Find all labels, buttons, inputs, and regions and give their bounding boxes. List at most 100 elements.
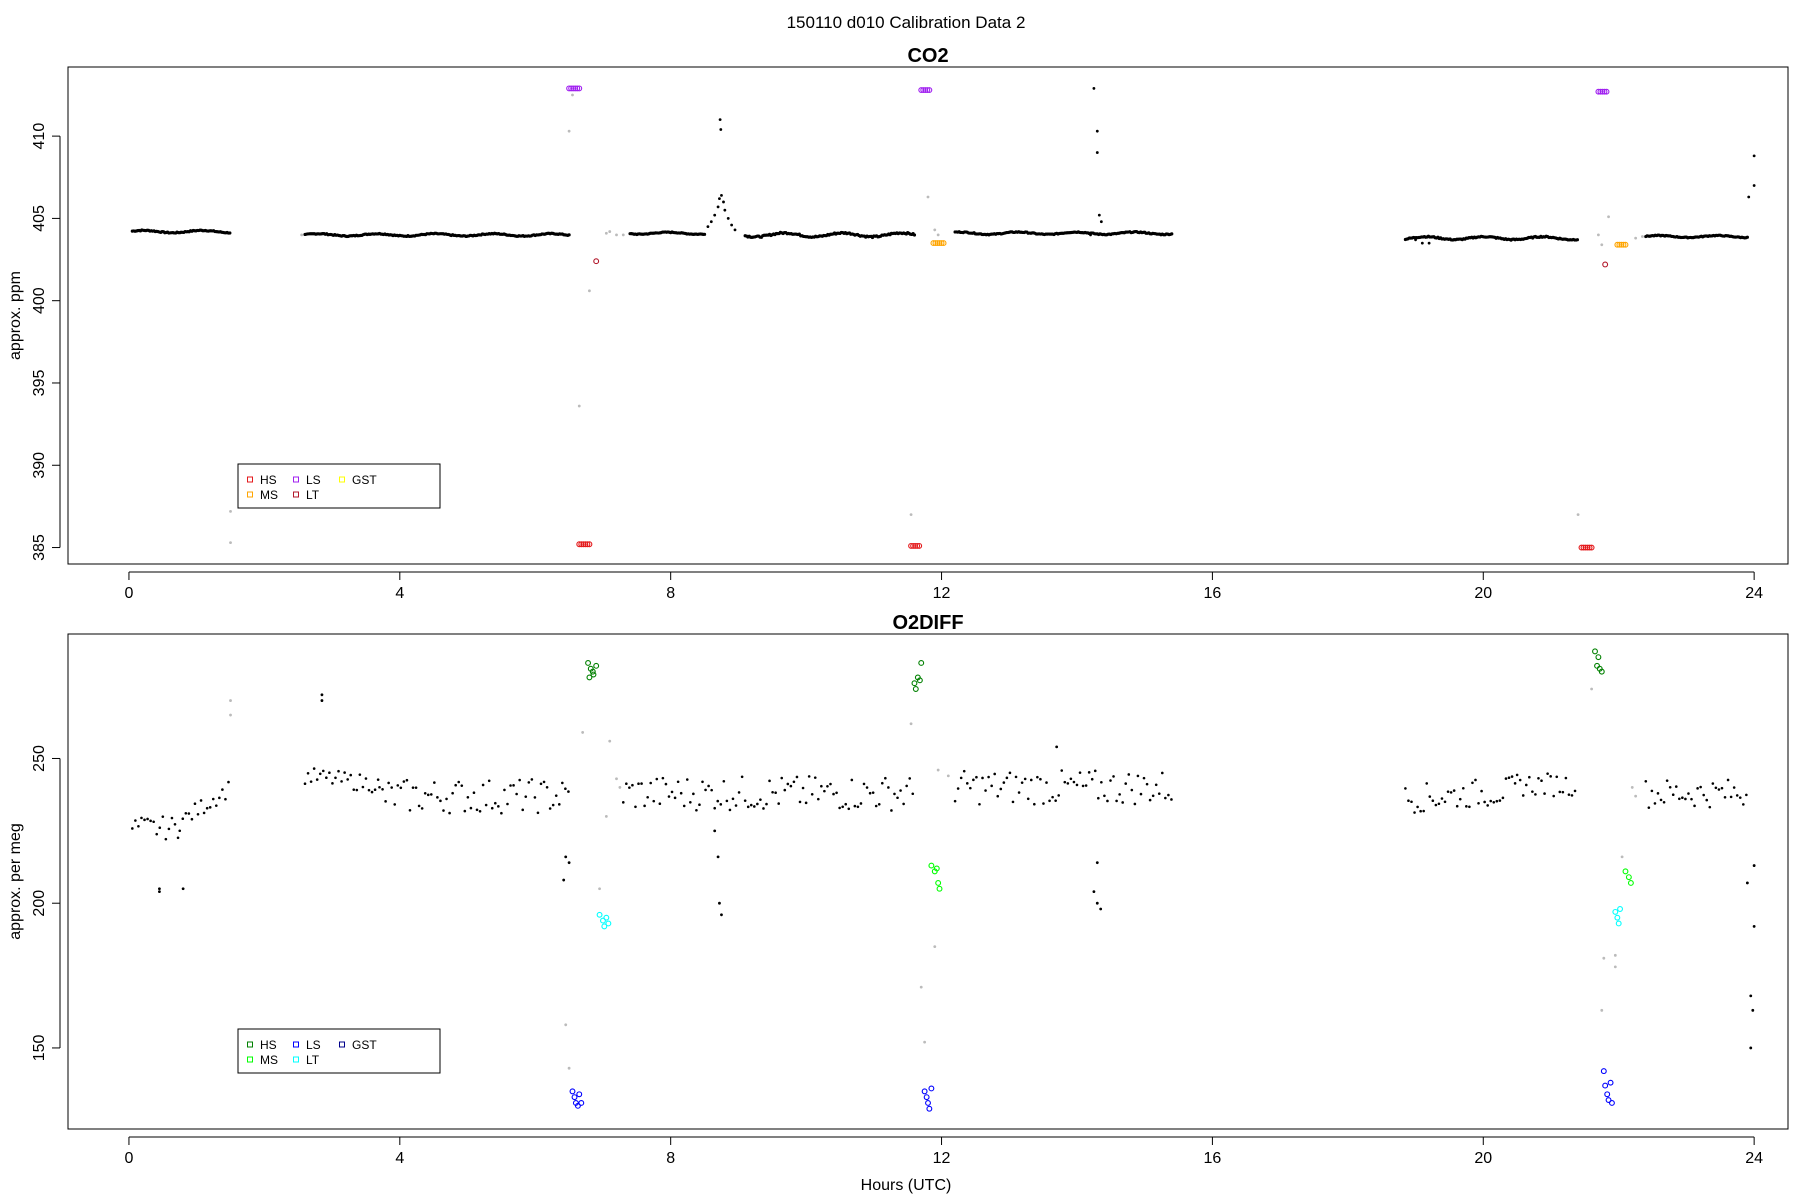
o2diff-data-point xyxy=(978,802,981,806)
o2diff-data-point xyxy=(567,1066,571,1070)
o2diff-legend-label: LT xyxy=(306,1053,320,1067)
co2-data-point xyxy=(930,240,937,247)
o2diff-data-point xyxy=(509,784,512,787)
co2-data-point xyxy=(1597,88,1604,95)
co2-x-tick-label: 8 xyxy=(666,585,675,602)
co2-data-point xyxy=(706,225,710,229)
o2diff-data-point xyxy=(396,784,400,787)
o2diff-data-point xyxy=(1020,781,1024,784)
o2diff-data-point xyxy=(1598,668,1605,675)
o2diff-data-point xyxy=(661,776,665,780)
o2diff-data-point xyxy=(512,784,515,787)
o2diff-data-point xyxy=(1524,783,1528,787)
o2diff-data-point xyxy=(670,790,674,794)
o2diff-x-tick-label: 4 xyxy=(395,1150,404,1167)
co2-data-point xyxy=(723,208,727,212)
o2diff-data-point xyxy=(993,772,997,776)
co2-x-tick-label: 24 xyxy=(1745,585,1763,602)
o2diff-data-point xyxy=(370,790,374,794)
o2diff-data-point xyxy=(161,815,165,818)
o2diff-data-point xyxy=(1139,792,1143,796)
o2diff-series-ms xyxy=(928,862,1634,892)
co2-data-point xyxy=(720,193,723,197)
o2diff-data-point xyxy=(743,799,747,802)
co2-data-point xyxy=(567,233,571,237)
o2diff-data-point xyxy=(780,776,784,780)
co2-data-point xyxy=(910,542,917,549)
o2diff-data-point xyxy=(190,817,194,821)
co2-y-tick-label: 405 xyxy=(31,205,48,232)
o2diff-data-point xyxy=(384,800,387,803)
co2-data-point xyxy=(1607,215,1610,219)
co2-data-point xyxy=(909,513,913,517)
o2diff-data-point xyxy=(1558,790,1562,794)
co2-data-point xyxy=(228,231,232,235)
o2diff-data-point xyxy=(625,782,628,786)
o2diff-data-point xyxy=(628,786,631,789)
o2diff-data-point xyxy=(844,802,848,806)
co2-y-tick-label: 390 xyxy=(31,452,48,479)
o2diff-data-point xyxy=(884,776,887,780)
o2diff-data-point xyxy=(315,778,319,781)
o2diff-data-point xyxy=(990,784,993,788)
co2-data-point xyxy=(932,240,939,247)
o2diff-data-point xyxy=(637,782,640,786)
co2-data-point xyxy=(713,213,717,217)
o2diff-data-point xyxy=(1075,783,1079,787)
o2diff-data-point xyxy=(155,832,159,836)
co2-data-point xyxy=(1578,544,1585,551)
o2diff-y-axis: 150 200 250 xyxy=(31,745,61,1061)
o2diff-data-point xyxy=(1118,793,1121,796)
o2diff-data-point xyxy=(574,1102,581,1109)
o2diff-data-point xyxy=(631,783,634,787)
o2diff-series-transition xyxy=(229,687,1638,1070)
x-axis-label: Hours (UTC) xyxy=(861,1177,952,1194)
o2diff-legend-label: HS xyxy=(260,1038,277,1052)
o2diff-legend-marker xyxy=(339,1041,345,1048)
o2diff-data-point xyxy=(1130,788,1134,792)
o2diff-data-point xyxy=(199,799,203,802)
o2diff-data-point xyxy=(734,804,738,807)
o2diff-data-point xyxy=(433,781,436,784)
o2diff-data-point xyxy=(880,781,884,785)
o2diff-data-point xyxy=(850,778,854,782)
o2diff-data-point xyxy=(1054,799,1057,802)
o2diff-data-point xyxy=(899,789,902,792)
o2diff-x-tick-label: 20 xyxy=(1474,1150,1492,1167)
o2diff-data-point xyxy=(1002,781,1006,784)
co2-x-axis: 0 4 8 12 16 20 24 xyxy=(124,571,1763,602)
co2-legend-label: HS xyxy=(260,473,277,487)
o2diff-data-point xyxy=(334,776,337,780)
o2diff-data-point xyxy=(935,879,942,886)
o2diff-data-point xyxy=(1410,800,1413,804)
o2diff-data-point xyxy=(1518,778,1522,782)
co2-series-hs xyxy=(576,541,1595,551)
o2diff-data-point xyxy=(361,785,365,789)
co2-data-point xyxy=(571,93,574,97)
o2diff-data-point xyxy=(1093,769,1097,773)
o2diff-data-point xyxy=(184,811,188,815)
o2diff-data-point xyxy=(707,784,710,788)
o2diff-data-point xyxy=(1063,780,1067,784)
o2diff-data-point xyxy=(551,803,555,807)
o2diff-data-point xyxy=(908,777,912,780)
co2-data-point xyxy=(936,233,940,237)
o2diff-data-point xyxy=(926,1105,933,1112)
co2-legend-marker xyxy=(339,476,345,483)
o2diff-data-point xyxy=(1570,794,1574,797)
o2diff-data-point xyxy=(1437,802,1441,806)
o2diff-data-point xyxy=(667,795,671,798)
o2diff-panel-title: O2DIFF xyxy=(892,612,963,634)
o2diff-data-point xyxy=(923,1040,927,1044)
co2-data-point xyxy=(1097,213,1101,217)
o2diff-data-point xyxy=(1413,811,1416,814)
o2diff-data-point xyxy=(1477,801,1480,805)
o2diff-data-point xyxy=(640,782,643,785)
o2diff-data-point xyxy=(497,805,500,808)
o2diff-data-point xyxy=(713,806,716,810)
o2diff-data-point xyxy=(975,775,978,779)
o2diff-data-point xyxy=(1133,802,1137,806)
o2diff-data-point xyxy=(423,791,427,795)
o2diff-data-point xyxy=(420,807,424,810)
o2diff-data-point xyxy=(601,923,608,930)
